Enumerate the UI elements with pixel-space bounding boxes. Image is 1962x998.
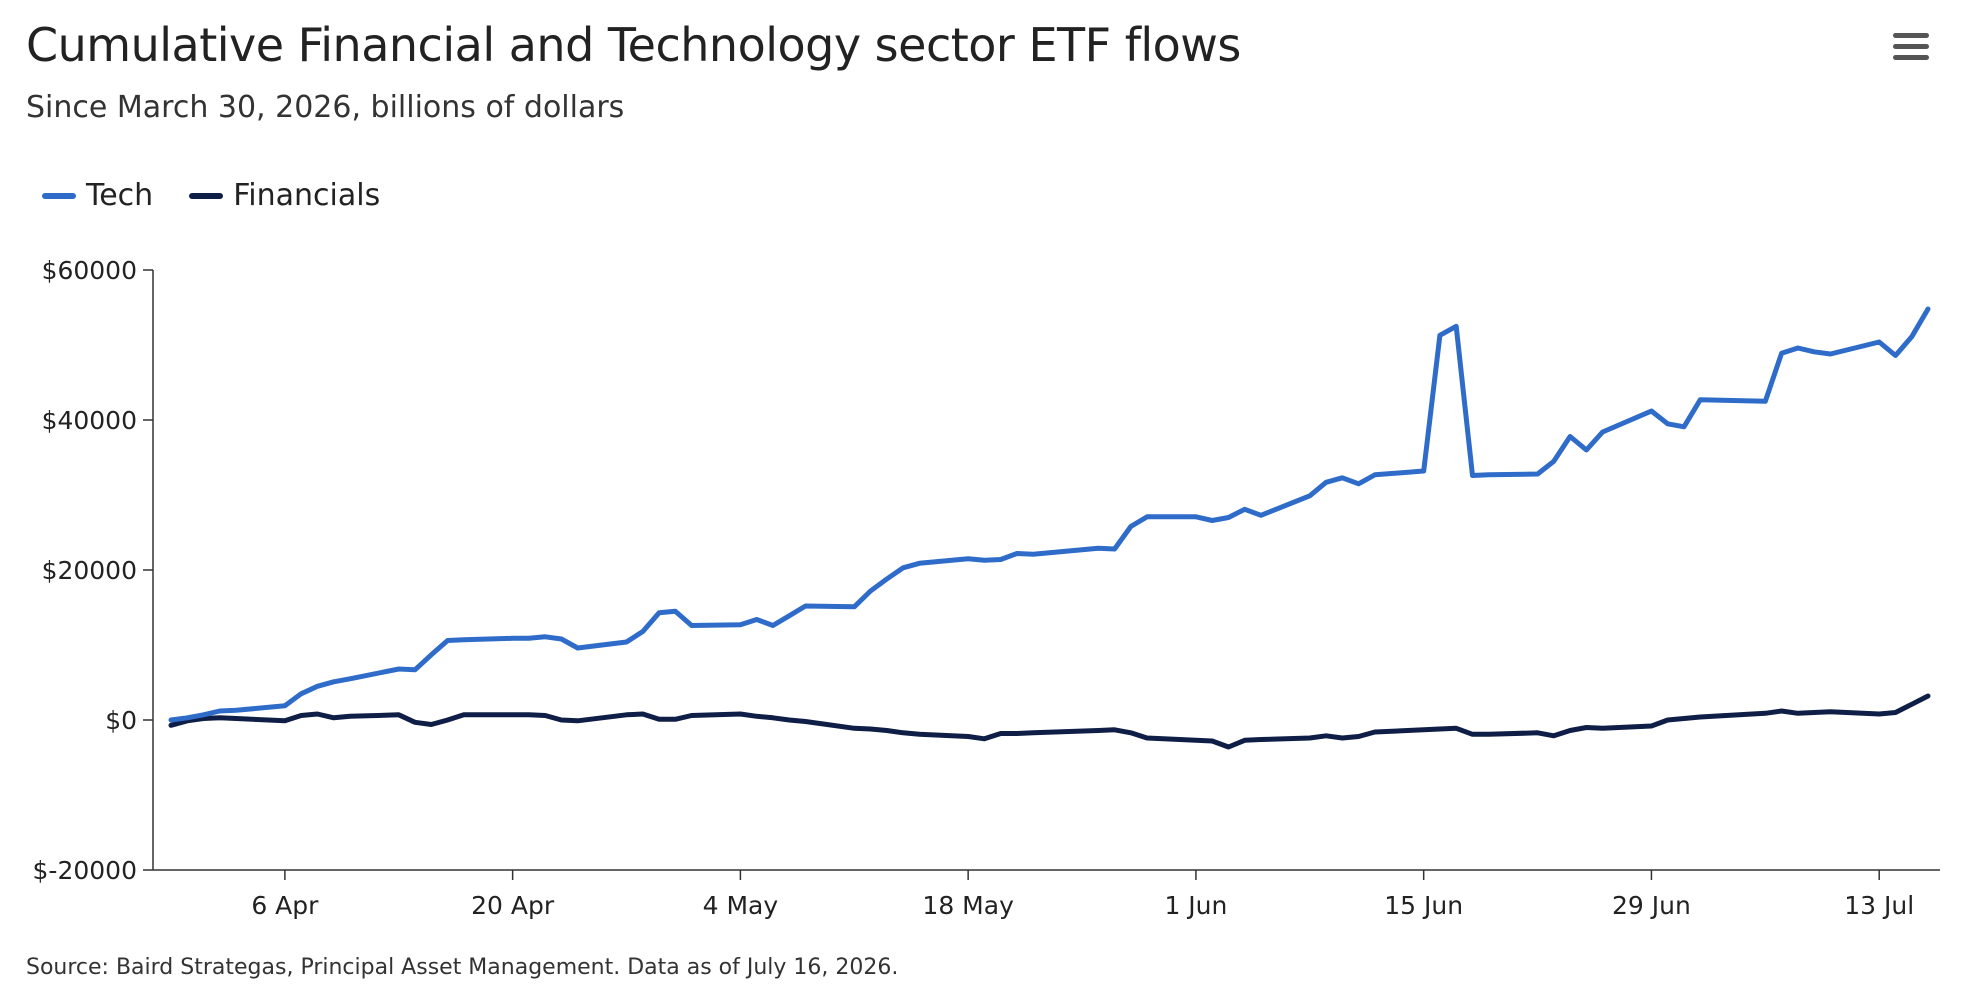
- x-tick-label: 4 May: [703, 891, 779, 920]
- x-tick-label: 15 Jun: [1384, 891, 1463, 920]
- chart-legend: Tech Financials: [42, 178, 380, 213]
- series-line-tech: [168, 306, 1931, 723]
- x-tick-label: 6 Apr: [251, 891, 319, 920]
- menu-bar: [1893, 44, 1929, 49]
- x-tick-label: 20 Apr: [471, 891, 555, 920]
- y-tick-label: $60000: [42, 256, 137, 285]
- menu-bar: [1893, 33, 1929, 38]
- legend-label-tech: Tech: [86, 178, 154, 213]
- x-tick-label: 29 Jun: [1612, 891, 1691, 920]
- chart-title: Cumulative Financial and Technology sect…: [26, 18, 1241, 72]
- x-tick-label: 1 Jun: [1164, 891, 1227, 920]
- chart-subtitle: Since March 30, 2026, billions of dollar…: [26, 90, 625, 125]
- y-tick-label: $0: [105, 706, 137, 735]
- x-tick-label: 13 Jul: [1844, 891, 1914, 920]
- series-line-financials: [168, 693, 1931, 750]
- menu-bar: [1893, 55, 1929, 60]
- legend-item-financials[interactable]: Financials: [189, 178, 380, 213]
- source-note: Source: Baird Strategas, Principal Asset…: [26, 955, 899, 980]
- x-tick-label: 18 May: [922, 891, 1014, 920]
- legend-swatch-financials: [189, 192, 224, 199]
- legend-item-tech[interactable]: Tech: [42, 178, 153, 213]
- y-tick-label: $20000: [42, 556, 137, 585]
- y-tick-label: $-20000: [33, 856, 137, 885]
- hamburger-menu-icon[interactable]: [1893, 33, 1929, 63]
- legend-swatch-tech: [42, 192, 76, 199]
- legend-label-financials: Financials: [233, 178, 381, 213]
- y-tick-label: $40000: [42, 406, 137, 435]
